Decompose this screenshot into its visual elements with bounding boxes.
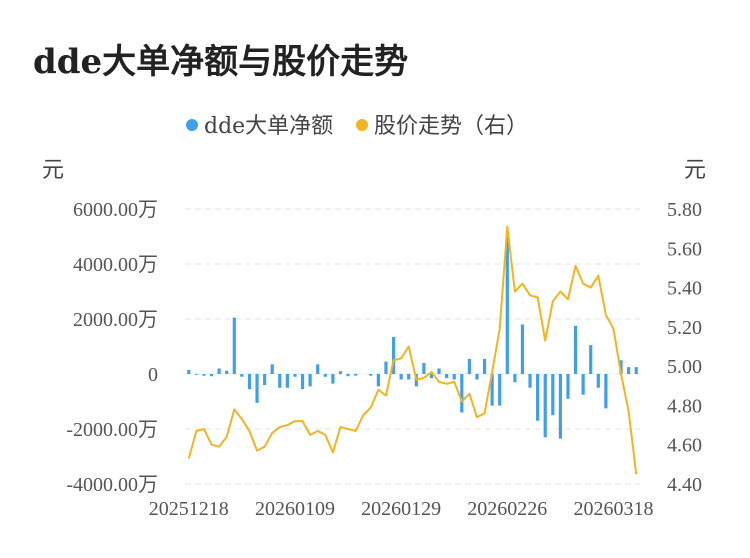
x-tick-label: 20260129 (361, 498, 441, 520)
legend-label-dde: dde大单净额 (204, 114, 333, 139)
dde-bar (490, 374, 494, 406)
dde-bar (369, 374, 373, 376)
dde-bar (338, 371, 343, 374)
dde-bar (475, 374, 479, 380)
left-tick-label: 4000.00万 (73, 254, 158, 276)
dde-bar (482, 358, 487, 374)
left-axis: 6000.00万 4000.00万 2000.00万 0 -2000.00万 -4000.… (66, 199, 158, 496)
dde-bar (634, 367, 638, 374)
dde-bar (619, 360, 623, 374)
x-tick-label: 20251218 (149, 498, 229, 520)
dde-bar (187, 369, 191, 374)
legend: dde大单净额 股价走势（右） (186, 114, 528, 139)
left-tick-label: -2000.00万 (66, 419, 158, 441)
dde-bar (558, 374, 562, 439)
dde-bar (551, 374, 555, 416)
dde-bar (573, 325, 578, 374)
dde-bar (581, 374, 585, 395)
x-tick-label: 20260226 (467, 498, 547, 520)
price-line-group (187, 225, 638, 475)
left-tick-label: 2000.00万 (73, 309, 158, 331)
right-tick-label: 4.60 (667, 435, 702, 457)
dde-bar (407, 374, 411, 380)
dde-bar (513, 374, 517, 383)
legend-label-price: 股价走势（右） (374, 114, 528, 139)
dde-bar (627, 367, 631, 374)
dde-bar (399, 374, 403, 380)
dde-bar (217, 368, 221, 374)
dde-bar (543, 374, 547, 438)
dde-bar (391, 336, 396, 374)
dde-bar (354, 374, 358, 376)
dde-bar (209, 374, 214, 377)
right-axis-unit: 元 (684, 158, 706, 183)
dde-bar (467, 358, 471, 374)
left-tick-label: 0 (148, 364, 158, 386)
right-tick-label: 4.80 (667, 395, 702, 417)
left-axis-unit: 元 (42, 158, 64, 183)
dde-bar (232, 317, 236, 374)
dde-bar (429, 374, 434, 379)
right-tick-label: 5.80 (667, 199, 702, 221)
x-tick-label: 20260109 (255, 498, 335, 520)
right-tick-label: 5.00 (667, 356, 702, 378)
dde-bars (187, 236, 638, 439)
dde-bar (300, 374, 305, 390)
gridlines (185, 208, 640, 485)
dde-bar (528, 374, 532, 388)
x-axis: 20251218 20260109 20260129 20260226 20260318 (149, 498, 654, 520)
dde-bar (202, 374, 206, 376)
right-axis: 5.80 5.60 5.40 5.20 5.00 4.80 4.60 4.40 (667, 199, 702, 496)
price-line (187, 225, 638, 475)
dde-bar (596, 374, 600, 388)
right-tick-label: 5.60 (667, 238, 702, 260)
dde-bar (308, 374, 312, 387)
dde-bar (437, 368, 441, 374)
dde-bar (255, 374, 259, 403)
dde-bar (536, 374, 540, 421)
dde-bar (422, 363, 426, 374)
dde-bar (452, 374, 456, 380)
dde-bar (194, 374, 198, 375)
left-tick-label: -4000.00万 (66, 474, 158, 496)
x-tick-label: 20260318 (573, 498, 653, 520)
legend-marker-price (356, 119, 368, 131)
dde-bar (589, 345, 593, 374)
dde-bar (460, 374, 464, 413)
dde-bar (240, 374, 244, 377)
dde-bar (285, 374, 289, 388)
dde-bar (293, 374, 297, 377)
dde-bar (225, 370, 229, 374)
dde-bar (331, 374, 335, 384)
left-tick-label: 6000.00万 (73, 199, 158, 221)
dde-bar (247, 374, 252, 390)
dde-bar (376, 374, 380, 387)
dde-bar (263, 374, 267, 385)
right-tick-label: 5.40 (667, 278, 702, 300)
dde-bar (316, 364, 320, 374)
dde-bar (278, 374, 282, 388)
dde-bar (445, 374, 449, 379)
dde-bar (604, 374, 608, 409)
dde-bar (384, 361, 388, 374)
dde-bar (346, 374, 350, 377)
dde-bar (323, 374, 327, 377)
right-tick-label: 4.40 (667, 474, 702, 496)
dde-bar (505, 236, 509, 374)
legend-marker-dde (186, 119, 198, 131)
chart-title: dde大单净额与股价走势 (33, 42, 409, 82)
dde-bar (498, 374, 502, 406)
right-tick-label: 5.20 (667, 317, 702, 339)
dde-bar (566, 374, 570, 399)
dde-bar (270, 364, 274, 374)
dde-bar (520, 324, 525, 374)
